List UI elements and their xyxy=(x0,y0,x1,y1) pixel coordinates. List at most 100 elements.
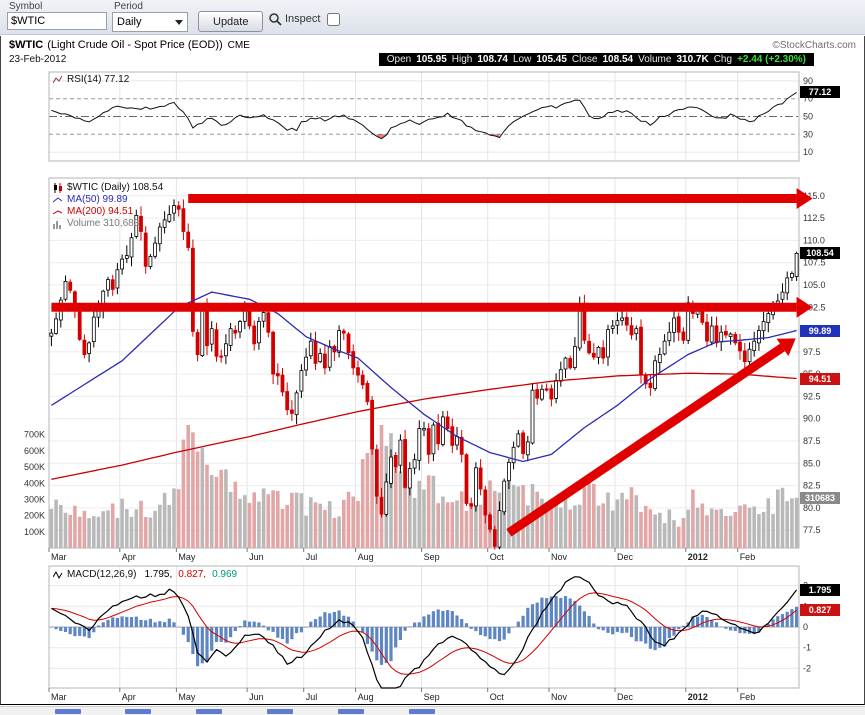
low-value: 105.45 xyxy=(536,54,567,65)
price-legend-ma200: MA(200) 94.51 xyxy=(53,206,133,217)
price-legend-ma50: MA(50) 99.89 xyxy=(53,194,128,205)
clipped-link xyxy=(55,709,81,714)
chevron-down-icon xyxy=(175,19,183,25)
symbol-label: Symbol xyxy=(9,1,43,12)
volume-icon xyxy=(53,220,61,229)
price-legend-volume-label: Volume 310,683 xyxy=(67,218,140,229)
clipped-links-strip xyxy=(0,706,865,715)
macd-signal-box: 0.827 xyxy=(800,604,840,616)
chart-area: 115.0112.5110.0107.5105.0102.5100.097.59… xyxy=(0,36,865,705)
svg-text:Sep: Sep xyxy=(424,552,440,562)
svg-text:90: 90 xyxy=(803,76,813,86)
period-dropdown-value: Daily xyxy=(117,16,142,28)
svg-text:-2: -2 xyxy=(803,663,811,673)
macd-legend-value: 1.795, xyxy=(144,569,173,580)
svg-text:115.0: 115.0 xyxy=(803,191,825,201)
svg-text:30: 30 xyxy=(803,129,813,139)
ma-lines xyxy=(51,291,797,480)
svg-text:110.0: 110.0 xyxy=(803,235,825,245)
last-price-box: 108.54 xyxy=(800,247,840,259)
high-value: 108.74 xyxy=(477,54,508,65)
macd-signal-value: 0.827, xyxy=(178,569,207,580)
chart-svg: 115.0112.5110.0107.5105.0102.5100.097.59… xyxy=(24,71,826,702)
candles xyxy=(49,199,799,550)
svg-text:0: 0 xyxy=(803,622,808,632)
price-legend-symbol: $WTIC (Daily) 108.54 xyxy=(53,182,163,193)
svg-text:85.0: 85.0 xyxy=(803,458,821,468)
svg-text:Feb: Feb xyxy=(740,552,756,562)
clipped-link xyxy=(196,709,222,714)
svg-text:70: 70 xyxy=(803,94,813,104)
svg-text:Aug: Aug xyxy=(358,692,374,702)
rsi-legend: RSI(14) 77.12 xyxy=(53,74,129,85)
svg-text:107.5: 107.5 xyxy=(803,258,826,268)
high-label: High xyxy=(451,54,473,65)
svg-text:Apr: Apr xyxy=(122,552,136,562)
candlestick-icon xyxy=(54,182,62,193)
chart-header: $WTIC (Light Crude Oil - Spot Price (EOD)… xyxy=(9,39,856,51)
macd-hist-value: 0.969 xyxy=(212,569,238,580)
volume-value-box: 310683 xyxy=(800,492,840,504)
svg-text:Jul: Jul xyxy=(306,692,318,702)
svg-text:90.0: 90.0 xyxy=(803,414,821,424)
svg-text:Jul: Jul xyxy=(306,552,318,562)
low-label: Low xyxy=(512,54,532,65)
macd-legend: MACD(12,26,9) 1.795, 0.827, 0.969 xyxy=(53,569,237,580)
gridlines xyxy=(48,71,800,689)
open-label: Open xyxy=(386,54,412,65)
svg-text:700K: 700K xyxy=(24,430,45,440)
chg-label: Chg xyxy=(713,54,733,65)
close-label: Close xyxy=(571,54,598,65)
svg-text:Aug: Aug xyxy=(358,552,374,562)
clipped-link xyxy=(409,709,435,714)
toolbar: Symbol Period Daily Update Inspect xyxy=(0,0,865,35)
svg-text:Mar: Mar xyxy=(51,692,67,702)
svg-text:2012: 2012 xyxy=(688,692,708,702)
svg-text:Jun: Jun xyxy=(249,552,264,562)
svg-text:Feb: Feb xyxy=(740,692,756,702)
clipped-link xyxy=(267,709,293,714)
period-label: Period xyxy=(114,1,143,12)
close-value: 108.54 xyxy=(602,54,634,65)
rsi-value-box: 77.12 xyxy=(800,86,840,98)
price-legend-ma50-label: MA(50) 99.89 xyxy=(67,194,128,205)
svg-text:80.0: 80.0 xyxy=(803,503,821,513)
symbol-input[interactable] xyxy=(7,12,107,30)
update-button[interactable]: Update xyxy=(198,11,264,32)
quote-strip: Open 105.95 High 108.74 Low 105.45 Close 108… xyxy=(378,53,814,66)
svg-text:102.5: 102.5 xyxy=(803,302,826,312)
chart-date: 23-Feb-2012 xyxy=(9,54,67,65)
svg-text:87.5: 87.5 xyxy=(803,436,821,446)
svg-text:600K: 600K xyxy=(24,446,45,456)
macd-legend-label: MACD(12,26,9) xyxy=(67,569,137,580)
svg-text:100K: 100K xyxy=(24,527,45,537)
svg-text:105.0: 105.0 xyxy=(803,280,826,290)
rsi-legend-label: RSI(14) 77.12 xyxy=(67,74,130,85)
chart-title: $WTIC (Light Crude Oil - Spot Price (EOD)… xyxy=(9,39,250,51)
svg-text:50: 50 xyxy=(803,112,813,122)
price-legend-ma200-label: MA(200) 94.51 xyxy=(67,206,134,217)
svg-text:Dec: Dec xyxy=(617,692,634,702)
axis-labels: 115.0112.5110.0107.5105.0102.5100.097.59… xyxy=(24,76,826,702)
svg-text:10: 10 xyxy=(803,147,813,157)
svg-text:Nov: Nov xyxy=(551,552,568,562)
volume-label: Volume xyxy=(638,54,672,65)
svg-text:Oct: Oct xyxy=(490,552,505,562)
copyright: ©StockCharts.com xyxy=(772,40,856,51)
svg-text:Sep: Sep xyxy=(424,692,440,702)
volume-bars xyxy=(49,425,799,548)
svg-text:May: May xyxy=(178,692,196,702)
svg-text:300K: 300K xyxy=(24,494,45,504)
svg-text:Dec: Dec xyxy=(617,552,634,562)
period-dropdown[interactable]: Daily xyxy=(112,12,188,32)
macd-value-box: 1.795 xyxy=(800,584,840,596)
inspect-label: Inspect xyxy=(285,13,321,25)
volume-value: 310.7K xyxy=(676,54,709,65)
inspect-checkbox[interactable] xyxy=(327,12,341,26)
rsi-line xyxy=(51,91,797,140)
svg-text:2012: 2012 xyxy=(688,552,708,562)
chart-title-exchange: CME xyxy=(227,40,250,51)
svg-text:Apr: Apr xyxy=(122,692,136,702)
svg-text:112.5: 112.5 xyxy=(803,213,825,223)
